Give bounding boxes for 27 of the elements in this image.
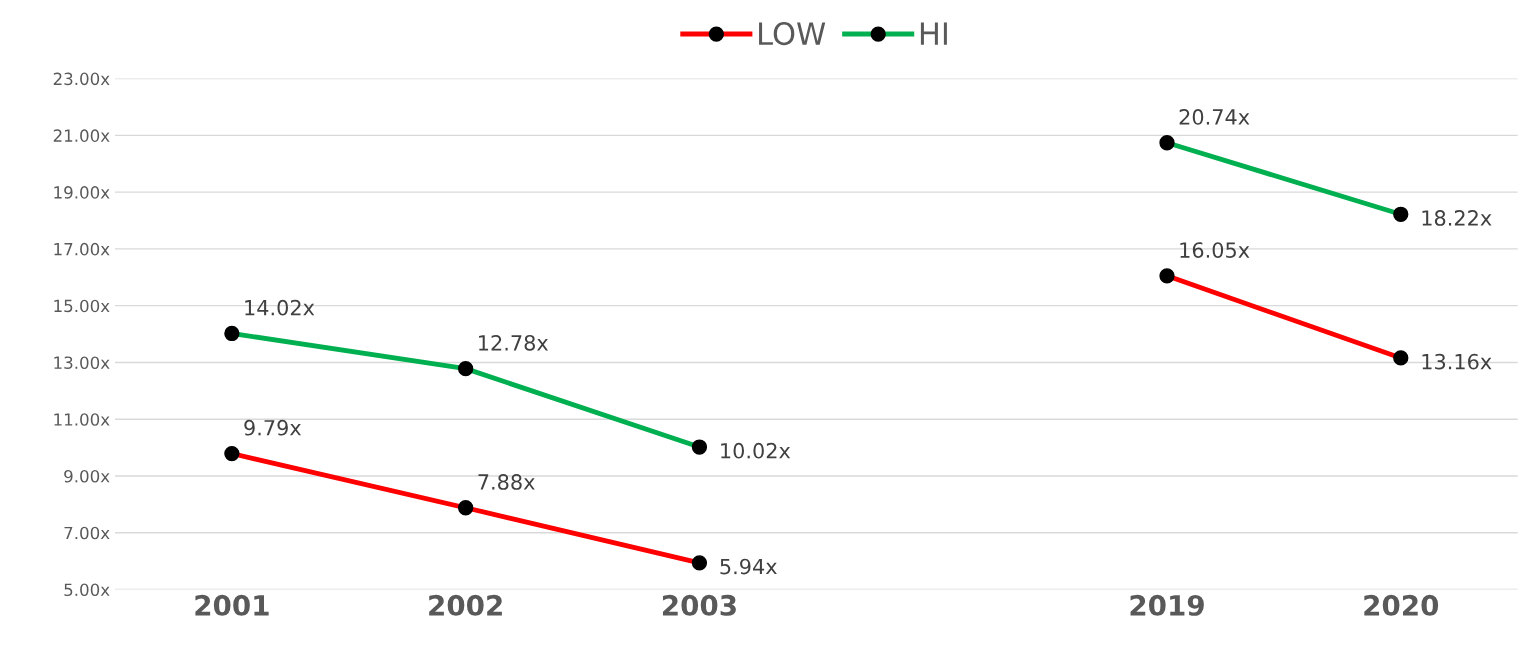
y-tick-label: 9.00x [64,469,110,483]
data-label: 7.88x [478,474,535,490]
data-label: 16.05x [1180,242,1250,258]
data-label: 10.02x [721,442,791,459]
data-label: 12.78x [479,334,549,351]
y-tick-label: 17.00x [54,242,110,256]
data-label: 5.94x [720,558,777,575]
y-tick-label: 5.00x [64,583,110,597]
y-tick-label: 7.00x [64,526,110,540]
x-tick-label: 2019 [1130,594,1204,616]
y-tick-label: 21.00x [53,129,110,142]
legend-label: LOW [759,22,826,46]
y-tick-label: 11.00x [54,413,110,426]
y-tick-label: 19.00x [54,186,110,199]
x-tick-label: 2002 [429,594,502,616]
legend-label: HI [920,22,947,45]
x-tick-label: 2001 [195,594,269,616]
y-tick-label: 15.00x [54,299,110,313]
data-label: 18.22x [1422,210,1492,226]
y-tick-label: 23.00x [53,72,110,86]
data-label: 20.74x [1179,109,1250,125]
data-label: 9.79x [244,419,302,436]
data-label: 14.02x [245,299,315,316]
x-tick-label: 2020 [1364,594,1439,616]
x-tick-label: 2003 [662,594,736,616]
y-tick-label: 13.00x [54,356,110,369]
data-label: 13.16x [1422,353,1492,370]
